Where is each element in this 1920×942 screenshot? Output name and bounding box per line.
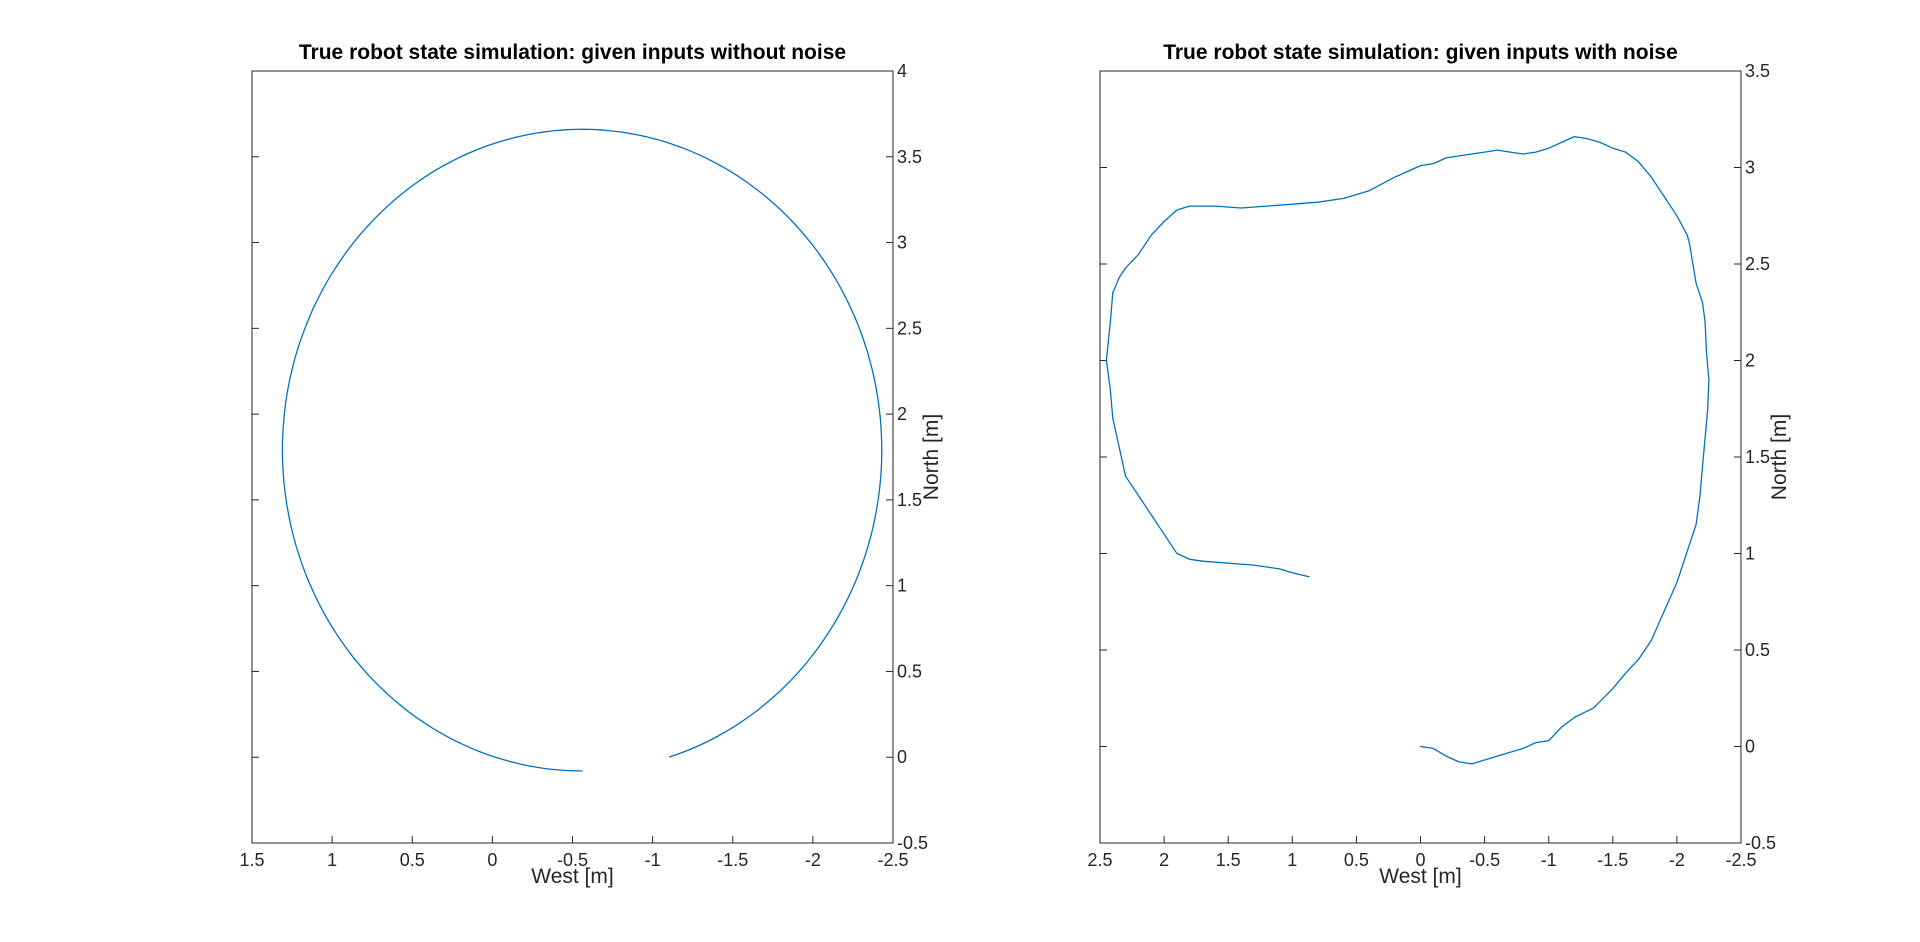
left-x-tick-label: 1.5 — [239, 850, 264, 870]
right-x-tick-label: -0.5 — [1469, 850, 1500, 870]
right-trajectory-line — [1105, 135, 1710, 765]
right-x-tick-label: -1 — [1541, 850, 1557, 870]
left-y-tick-label: 1.5 — [897, 490, 922, 510]
right-y-tick-label: 2 — [1745, 351, 1755, 371]
right-y-tick-label: 3 — [1745, 158, 1755, 178]
left-y-tick-label: 0 — [897, 747, 907, 767]
right-x-tick-label: -2 — [1669, 850, 1685, 870]
right-x-tick-label: -2.5 — [1725, 850, 1756, 870]
left-y-tick-label: 2 — [897, 404, 907, 424]
right-title: True robot state simulation: given input… — [1163, 41, 1678, 64]
right-y-axis-label: North [m] — [1768, 414, 1791, 500]
right-x-tick-label: 0.5 — [1344, 850, 1369, 870]
left-trajectory-line — [281, 128, 883, 772]
right-y-tick-label: 1 — [1745, 544, 1755, 564]
left-y-tick-label: 0.5 — [897, 661, 922, 681]
left-y-tick-label: 3.5 — [897, 147, 922, 167]
right-y-tick-label: 0 — [1745, 737, 1755, 757]
right-x-tick-label: 2 — [1159, 850, 1169, 870]
left-y-tick-label: 3 — [897, 233, 907, 253]
right-x-axis-label: West [m] — [1379, 865, 1461, 888]
left-y-axis-label: North [m] — [920, 414, 943, 500]
right-x-ticks: 2.5 2 1.5 1 0.5 0 -0.5 -1 -1.5 -2 -2.5 — [1087, 836, 1757, 870]
left-x-tick-label: -0.5 — [557, 850, 588, 870]
right-y-tick-label: 3.5 — [1745, 61, 1770, 81]
right-x-tick-label: 1.5 — [1216, 850, 1241, 870]
right-y-tick-label: 2.5 — [1745, 254, 1770, 274]
left-x-tick-label: -1 — [645, 850, 661, 870]
left-y-tick-label: 1 — [897, 576, 907, 596]
right-x-tick-label: -1.5 — [1597, 850, 1628, 870]
right-y-ticks: -0.5 0 0.5 1 1.5 2 2.5 3 3.5 — [1100, 61, 1776, 853]
left-x-tick-label: -2 — [805, 850, 821, 870]
left-x-tick-label: -2.5 — [877, 850, 908, 870]
left-title: True robot state simulation: given input… — [299, 41, 846, 64]
right-axes: True robot state simulation: given input… — [1087, 41, 1791, 888]
left-y-ticks: -0.5 0 0.5 1 1.5 2 2.5 3 3.5 4 — [252, 61, 928, 853]
left-y-tick-label: 4 — [897, 61, 907, 81]
left-x-tick-label: 0.5 — [400, 850, 425, 870]
left-y-tick-label: -0.5 — [897, 833, 928, 853]
right-x-tick-label: 1 — [1287, 850, 1297, 870]
right-y-tick-label: -0.5 — [1745, 833, 1776, 853]
left-x-tick-label: -1.5 — [717, 850, 748, 870]
left-x-ticks: 1.5 1 0.5 0 -0.5 -1 -1.5 -2 -2.5 — [239, 836, 909, 870]
left-x-axis-label: West [m] — [531, 865, 613, 888]
right-y-tick-label: 0.5 — [1745, 640, 1770, 660]
left-y-tick-label: 2.5 — [897, 318, 922, 338]
left-x-tick-label: 1 — [327, 850, 337, 870]
left-axes: True robot state simulation: given input… — [239, 41, 943, 888]
left-x-tick-label: 0 — [487, 850, 497, 870]
right-y-tick-label: 1.5 — [1745, 447, 1770, 467]
right-x-tick-label: 2.5 — [1087, 850, 1112, 870]
right-x-tick-label: 0 — [1415, 850, 1425, 870]
